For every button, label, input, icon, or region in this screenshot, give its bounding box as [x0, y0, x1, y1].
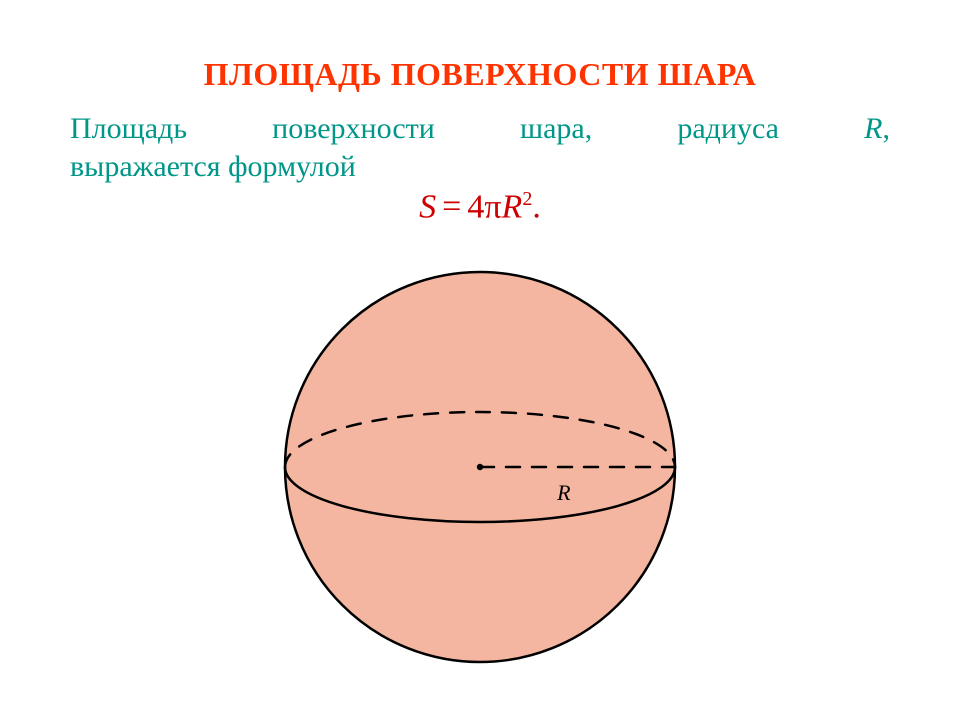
- word-radius: радиуса: [677, 110, 779, 148]
- definition-line-1: Площадь поверхности шара, радиуса R,: [70, 110, 890, 148]
- formula-equals: =: [436, 188, 467, 225]
- definition-line-2: выражается формулой: [70, 148, 890, 186]
- comma-after-R: ,: [882, 112, 890, 145]
- formula-S: S: [419, 188, 436, 225]
- word-sphere: шара,: [520, 110, 592, 148]
- formula-R: R: [502, 188, 523, 225]
- formula-exponent: 2: [522, 188, 532, 210]
- definition-text: Площадь поверхности шара, радиуса R, выр…: [70, 110, 890, 185]
- sphere-diagram: R: [260, 252, 700, 692]
- center-dot: [477, 464, 483, 470]
- surface-area-formula: S=4πR2.: [0, 188, 960, 226]
- word-R: R,: [864, 110, 890, 148]
- formula-pi: π: [484, 188, 501, 225]
- page-title: ПЛОЩАДЬ ПОВЕРХНОСТИ ШАРА: [0, 56, 960, 93]
- variable-R-inline: R: [864, 112, 882, 145]
- formula-period: .: [532, 188, 541, 225]
- word-area: Площадь: [70, 110, 187, 148]
- word-surface: поверхности: [272, 110, 435, 148]
- radius-label: R: [556, 480, 571, 505]
- formula-coeff: 4: [467, 188, 484, 225]
